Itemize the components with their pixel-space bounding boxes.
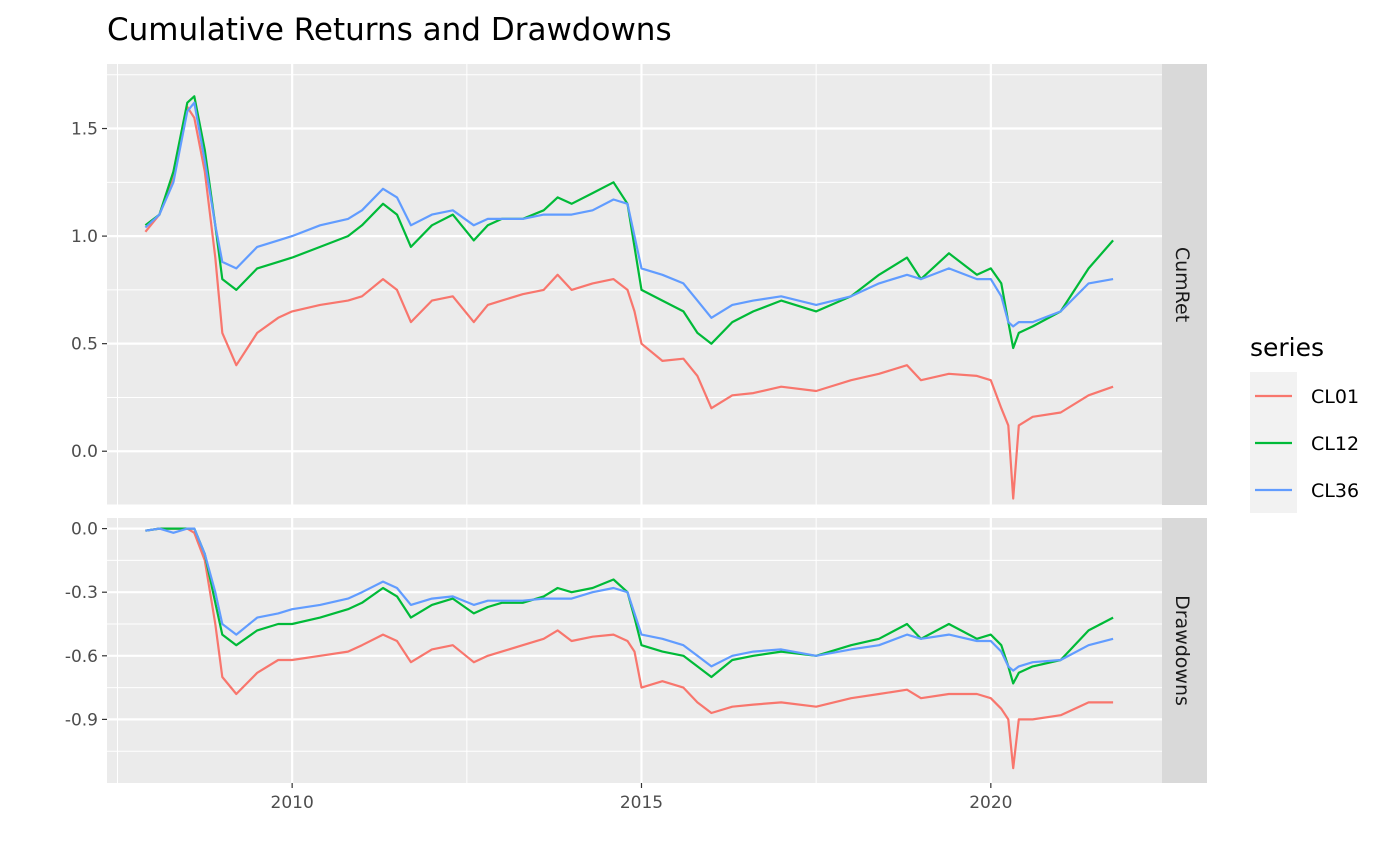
x-tick-label: 2020 [969,793,1012,813]
y-tick-label: -0.9 [65,710,98,730]
legend-label-cl01: CL01 [1311,386,1359,408]
y-tick-label: 1.5 [71,120,98,140]
series-line-cl01 [145,527,1114,770]
series-line-cl36 [144,101,1114,328]
legend-label-cl12: CL12 [1311,433,1359,455]
panel-drawdowns: -0.9 -0.6 -0.3 0.0 Drawdowns [65,518,1207,783]
series-lines [144,95,1114,500]
minor-gridlines [107,64,1162,506]
series-line-cl12 [145,527,1114,685]
panel-cumret: 0.0 0.5 1.0 1.5 CumRet [71,64,1207,506]
legend-label-cl36: CL36 [1311,480,1359,502]
series-line-cl36 [145,527,1114,672]
y-tick-label: -0.3 [65,583,98,603]
series-line-cl01 [144,105,1114,500]
x-tick-label: 2010 [271,793,314,813]
y-tick-label: 0.0 [71,520,98,540]
x-axis-ticks: 2010 2015 2020 [271,783,1012,813]
y-axis-ticks: 0.0 0.5 1.0 1.5 [71,120,107,462]
legend: series CL01 CL12 CL36 [1250,333,1359,513]
strip-label-drawdowns: Drawdowns [1171,595,1193,706]
strip-background [1162,518,1207,783]
chart-title: Cumulative Returns and Drawdowns [107,12,672,48]
legend-title: series [1250,333,1324,362]
panel-background [107,64,1162,505]
strip-background [1162,64,1207,505]
y-tick-label: -0.6 [65,647,98,667]
y-tick-label: 0.0 [71,442,98,462]
y-tick-label: 1.0 [71,227,98,247]
series-lines [145,527,1114,770]
strip-label-cumret: CumRet [1171,247,1193,322]
y-axis-ticks: -0.9 -0.6 -0.3 0.0 [65,520,107,730]
x-tick-label: 2015 [620,793,663,813]
series-line-cl12 [144,95,1114,350]
y-tick-label: 0.5 [71,335,98,355]
